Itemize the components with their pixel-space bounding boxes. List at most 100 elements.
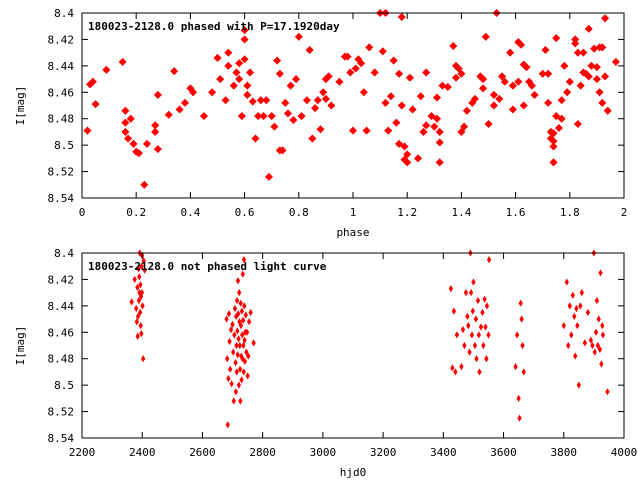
data-point	[403, 150, 412, 159]
data-point	[600, 14, 610, 23]
x-tick-label: 3000	[310, 446, 337, 459]
data-point	[480, 308, 485, 317]
data-point	[475, 296, 481, 305]
data-point	[240, 270, 245, 278]
data-point	[244, 328, 250, 336]
unphased-light-curve-panel: 2200 2400 2600 2800 3000 3200 3400 3600 3800 4000…	[14, 247, 637, 479]
data-point	[248, 308, 253, 317]
data-point	[578, 302, 583, 310]
data-point	[598, 269, 603, 277]
data-point	[422, 68, 431, 77]
unphased-plot-title: 180023-2128.0 not phased light curve	[88, 260, 327, 273]
data-point	[506, 48, 515, 57]
data-point	[395, 69, 404, 78]
data-point	[242, 336, 247, 344]
data-point	[463, 289, 469, 297]
data-point	[522, 63, 531, 72]
data-point	[235, 327, 240, 335]
data-point	[469, 331, 475, 339]
data-point	[605, 388, 610, 396]
data-point	[246, 318, 252, 326]
data-point	[233, 388, 239, 396]
data-point	[240, 26, 249, 35]
x-tick-label: 1.6	[506, 206, 526, 219]
data-point	[140, 302, 145, 310]
data-point	[311, 104, 320, 113]
unphased-data-points	[129, 249, 610, 429]
data-point	[233, 359, 238, 367]
x-tick-label: 2400	[129, 446, 156, 459]
data-point	[137, 273, 142, 281]
data-point	[343, 52, 352, 61]
data-point	[403, 158, 412, 167]
data-point	[508, 105, 517, 114]
data-point	[335, 77, 344, 86]
data-point	[600, 331, 606, 339]
phased-light-curve-panel: 0 0.2 0.4 0.6 0.8 1 1.2 1.4 1.6 1.8 2 8.4 8.42 8.44 8.…	[14, 7, 627, 239]
data-point	[575, 322, 580, 330]
data-point	[486, 256, 492, 264]
data-point	[573, 352, 578, 360]
data-point	[579, 48, 588, 57]
data-point	[592, 63, 601, 72]
data-point	[470, 307, 475, 315]
data-point	[450, 364, 455, 372]
data-point	[598, 98, 607, 107]
data-point	[438, 81, 447, 90]
data-point	[278, 146, 287, 155]
unphased-x-axis-title: hjd0	[340, 466, 367, 479]
data-point	[451, 73, 461, 82]
data-point	[180, 98, 190, 107]
data-point	[597, 345, 603, 354]
data-point	[239, 307, 245, 315]
y-tick-label: 8.4	[54, 7, 74, 20]
data-point	[138, 281, 143, 289]
data-point	[140, 180, 149, 189]
data-point	[473, 315, 479, 323]
data-point	[481, 341, 486, 350]
data-point	[454, 331, 460, 339]
data-point	[243, 311, 248, 319]
data-point	[234, 341, 239, 350]
data-point	[321, 94, 330, 103]
data-point	[482, 295, 487, 303]
data-point	[470, 94, 480, 103]
data-point	[136, 265, 141, 273]
data-point	[460, 326, 466, 334]
data-point	[566, 341, 571, 350]
x-tick-label: 3600	[490, 446, 517, 459]
data-point	[576, 81, 585, 90]
data-point	[576, 381, 581, 389]
data-point	[459, 363, 464, 371]
data-point	[134, 318, 139, 326]
data-point	[254, 112, 263, 121]
data-point	[302, 96, 311, 105]
data-point	[224, 48, 233, 57]
data-point	[579, 289, 584, 297]
data-point	[245, 372, 250, 380]
data-point	[238, 322, 244, 330]
data-point	[351, 64, 360, 73]
data-point	[598, 43, 607, 52]
data-point	[88, 77, 97, 86]
data-point	[484, 355, 489, 363]
data-point	[248, 97, 257, 106]
data-point	[221, 96, 230, 105]
data-point	[520, 341, 525, 350]
data-point	[560, 61, 569, 70]
data-point	[574, 304, 579, 313]
data-point	[139, 330, 144, 338]
data-point	[538, 69, 547, 78]
x-tick-label: 1.8	[560, 206, 580, 219]
data-point	[237, 289, 242, 297]
data-point	[224, 315, 229, 323]
data-point	[235, 351, 240, 359]
data-point	[590, 341, 595, 350]
data-point	[135, 332, 140, 340]
data-point	[121, 106, 130, 115]
data-point	[313, 96, 322, 105]
x-tick-label: 3200	[370, 446, 397, 459]
data-point	[519, 101, 528, 110]
data-point	[465, 312, 470, 321]
